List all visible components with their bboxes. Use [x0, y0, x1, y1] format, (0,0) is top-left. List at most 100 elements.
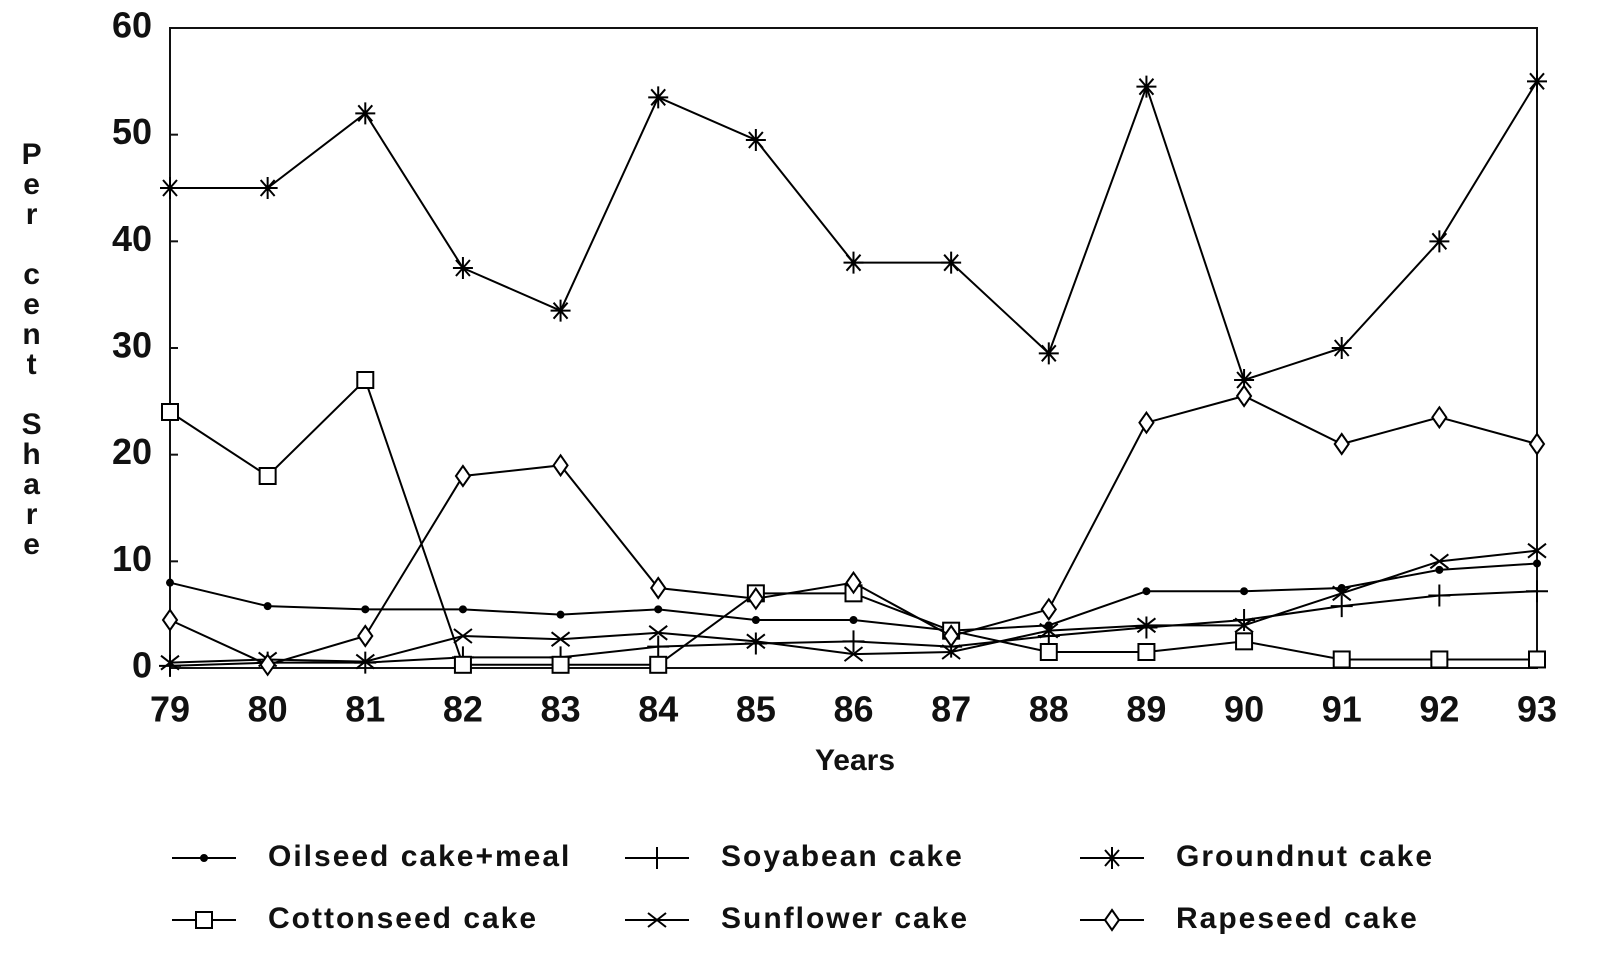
marker	[1332, 585, 1352, 602]
x-tick-label: 92	[1419, 689, 1459, 730]
marker	[648, 625, 668, 641]
x-tick-label: 82	[443, 689, 483, 730]
marker	[941, 251, 962, 274]
y-tick-label: 20	[112, 431, 152, 472]
marker	[357, 624, 374, 648]
marker	[166, 578, 174, 587]
marker	[1330, 595, 1353, 618]
marker	[1240, 587, 1249, 596]
marker	[1235, 384, 1253, 408]
x-tick-label: 90	[1224, 689, 1264, 730]
marker	[1135, 616, 1158, 639]
legend-item: Sunflower cake	[625, 902, 969, 935]
x-tick-label: 84	[638, 689, 678, 730]
marker	[453, 628, 473, 644]
marker	[1429, 553, 1449, 570]
legend-marker	[646, 847, 668, 869]
y-tick-label: 30	[112, 325, 152, 366]
x-tick-label: 80	[248, 689, 288, 730]
x-tick-label: 86	[833, 689, 873, 730]
legend-label: Sunflower cake	[721, 902, 969, 935]
x-tick-label: 79	[150, 689, 190, 730]
y-tick-label: 10	[112, 538, 152, 579]
legend-marker	[1102, 847, 1122, 869]
marker	[1528, 432, 1546, 456]
legend-item: Oilseed cake+meal	[172, 840, 569, 873]
marker	[161, 403, 179, 421]
marker	[649, 655, 668, 674]
marker	[647, 635, 670, 658]
marker	[744, 632, 767, 655]
marker	[843, 251, 864, 274]
marker	[1429, 230, 1450, 253]
marker	[556, 610, 565, 619]
marker	[361, 605, 370, 614]
x-tick-label: 87	[931, 689, 971, 730]
marker	[648, 86, 669, 109]
marker	[1337, 584, 1346, 592]
marker	[751, 616, 760, 624]
x-tick-label: 89	[1126, 689, 1166, 730]
marker	[159, 654, 181, 677]
marker	[843, 646, 864, 662]
marker	[160, 654, 180, 671]
marker	[1526, 580, 1548, 603]
marker	[1331, 337, 1352, 359]
marker	[1431, 405, 1448, 430]
y-tick-label: 0	[132, 645, 152, 686]
marker	[1039, 643, 1058, 661]
marker	[1533, 559, 1541, 568]
y-axis-title: Per cent Share	[15, 138, 48, 558]
legend-item: Groundnut cake	[1080, 840, 1432, 873]
y-tick-label: 40	[112, 218, 152, 259]
marker	[257, 177, 278, 199]
marker	[1235, 632, 1254, 651]
marker	[1428, 584, 1451, 607]
marker	[1040, 597, 1058, 622]
x-tick-label: 85	[736, 689, 776, 730]
marker	[1136, 617, 1157, 634]
legend-marker	[1103, 908, 1121, 932]
marker	[1333, 432, 1350, 456]
marker	[1136, 75, 1157, 98]
marker	[1528, 650, 1546, 669]
marker	[161, 608, 179, 632]
marker	[1138, 410, 1155, 435]
legend-label: Cottonseed cake	[268, 902, 538, 935]
marker	[649, 576, 667, 600]
marker	[747, 586, 765, 611]
marker	[160, 177, 180, 199]
marker	[355, 653, 375, 670]
series-line	[169, 394, 1538, 666]
x-tick-label: 91	[1322, 689, 1362, 730]
legend-label: Soyabean cake	[721, 840, 964, 873]
x-tick-label: 93	[1517, 689, 1557, 730]
legend-marker	[200, 854, 208, 862]
marker	[654, 605, 663, 614]
marker	[1332, 650, 1351, 669]
marker	[263, 602, 272, 611]
marker	[1038, 342, 1059, 365]
legend-item: Rapeseed cake	[1080, 902, 1419, 935]
marker	[551, 655, 570, 674]
marker	[1234, 369, 1255, 391]
y-tick-label: 50	[112, 111, 152, 152]
marker	[355, 102, 376, 125]
marker	[550, 631, 571, 647]
marker	[849, 616, 858, 624]
marker	[941, 644, 961, 660]
marker	[1435, 565, 1444, 574]
marker	[1430, 650, 1449, 669]
legend-marker	[195, 911, 213, 929]
marker	[1234, 617, 1254, 634]
marker	[258, 467, 277, 485]
marker	[453, 655, 472, 674]
marker	[552, 453, 569, 478]
y-tick-label: 60	[112, 5, 152, 46]
marker	[259, 653, 276, 677]
marker	[745, 129, 766, 151]
legend-label: Rapeseed cake	[1176, 902, 1419, 935]
marker	[746, 633, 766, 650]
marker	[1527, 70, 1547, 93]
